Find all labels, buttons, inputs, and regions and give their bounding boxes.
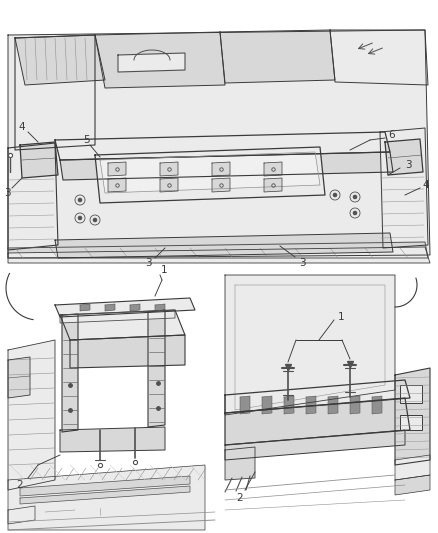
Polygon shape bbox=[212, 162, 230, 176]
Polygon shape bbox=[330, 30, 428, 85]
Circle shape bbox=[353, 195, 357, 199]
Polygon shape bbox=[8, 143, 58, 250]
Polygon shape bbox=[395, 455, 430, 480]
Circle shape bbox=[353, 211, 357, 215]
Polygon shape bbox=[15, 35, 95, 150]
Polygon shape bbox=[225, 430, 405, 460]
Polygon shape bbox=[262, 396, 272, 414]
Polygon shape bbox=[60, 152, 393, 180]
Polygon shape bbox=[264, 162, 282, 176]
Text: 3: 3 bbox=[4, 188, 11, 198]
Polygon shape bbox=[160, 162, 178, 176]
Text: 4: 4 bbox=[423, 180, 429, 190]
Polygon shape bbox=[20, 476, 190, 496]
Text: 6: 6 bbox=[389, 130, 396, 140]
Polygon shape bbox=[8, 506, 35, 524]
Text: 3: 3 bbox=[299, 258, 305, 268]
Text: 3: 3 bbox=[405, 160, 411, 170]
Circle shape bbox=[93, 218, 97, 222]
Polygon shape bbox=[225, 398, 410, 445]
Polygon shape bbox=[62, 314, 78, 432]
Text: 1: 1 bbox=[161, 265, 167, 275]
Polygon shape bbox=[105, 304, 115, 311]
Polygon shape bbox=[225, 447, 255, 480]
Polygon shape bbox=[8, 340, 55, 490]
Polygon shape bbox=[108, 178, 126, 192]
Text: 1: 1 bbox=[338, 312, 344, 322]
Polygon shape bbox=[8, 242, 428, 258]
Polygon shape bbox=[212, 178, 230, 192]
Polygon shape bbox=[306, 396, 316, 414]
Text: 3: 3 bbox=[145, 258, 151, 268]
Polygon shape bbox=[8, 30, 430, 258]
Polygon shape bbox=[108, 162, 126, 176]
Polygon shape bbox=[155, 304, 165, 311]
Text: 2: 2 bbox=[237, 493, 244, 503]
Polygon shape bbox=[395, 475, 430, 495]
Bar bbox=[400, 415, 422, 430]
Polygon shape bbox=[20, 486, 190, 504]
Polygon shape bbox=[225, 275, 395, 415]
Polygon shape bbox=[380, 128, 428, 248]
Polygon shape bbox=[95, 147, 325, 203]
Polygon shape bbox=[395, 368, 430, 465]
Polygon shape bbox=[55, 233, 393, 258]
Text: 4: 4 bbox=[19, 122, 25, 132]
Circle shape bbox=[78, 198, 82, 202]
Polygon shape bbox=[60, 427, 165, 452]
Polygon shape bbox=[372, 396, 382, 414]
Polygon shape bbox=[118, 53, 185, 72]
Bar bbox=[400, 385, 422, 403]
Polygon shape bbox=[148, 310, 165, 427]
Polygon shape bbox=[55, 132, 390, 160]
Polygon shape bbox=[60, 310, 185, 340]
Polygon shape bbox=[5, 275, 205, 533]
Polygon shape bbox=[328, 396, 338, 414]
Polygon shape bbox=[284, 396, 294, 414]
Polygon shape bbox=[80, 304, 90, 311]
Polygon shape bbox=[8, 465, 205, 530]
Polygon shape bbox=[130, 304, 140, 311]
Polygon shape bbox=[100, 152, 320, 193]
Polygon shape bbox=[240, 396, 250, 414]
Polygon shape bbox=[385, 139, 423, 175]
Text: 2: 2 bbox=[17, 480, 23, 490]
Polygon shape bbox=[20, 142, 58, 178]
Polygon shape bbox=[8, 247, 430, 263]
Polygon shape bbox=[220, 30, 335, 83]
Polygon shape bbox=[350, 396, 360, 414]
Polygon shape bbox=[70, 335, 185, 368]
Circle shape bbox=[333, 193, 337, 197]
Polygon shape bbox=[225, 380, 410, 413]
Polygon shape bbox=[220, 263, 438, 533]
Polygon shape bbox=[55, 298, 195, 317]
Polygon shape bbox=[95, 32, 225, 88]
Polygon shape bbox=[8, 357, 30, 398]
Polygon shape bbox=[264, 178, 282, 192]
Circle shape bbox=[78, 216, 82, 220]
Polygon shape bbox=[160, 178, 178, 192]
Text: 5: 5 bbox=[83, 135, 89, 145]
Polygon shape bbox=[60, 310, 175, 323]
Polygon shape bbox=[0, 5, 438, 260]
Polygon shape bbox=[15, 35, 105, 85]
